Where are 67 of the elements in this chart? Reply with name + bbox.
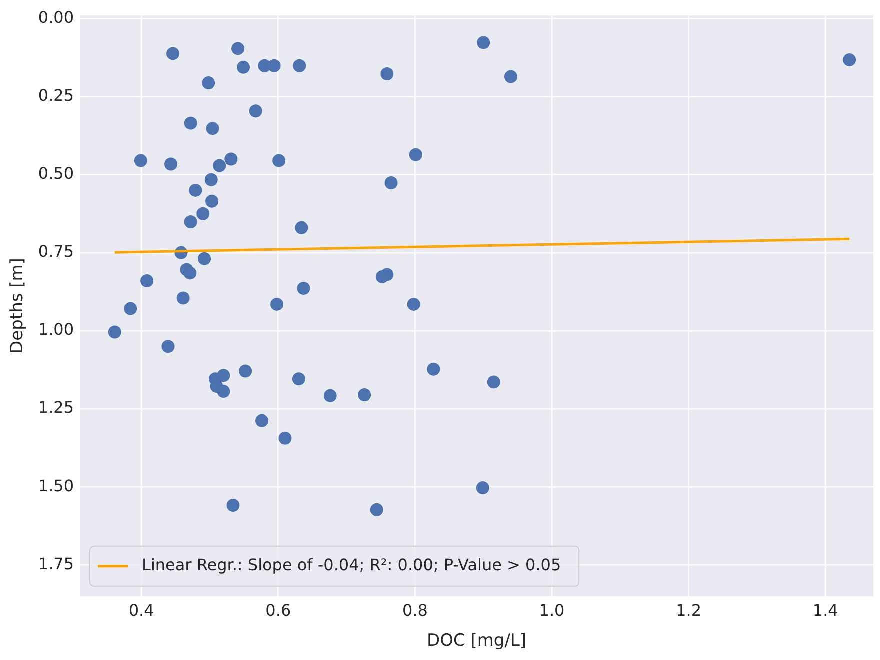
- point: [162, 340, 175, 354]
- y-tick-label: 1.25: [38, 398, 74, 418]
- x-tick-label: 0.8: [402, 601, 428, 620]
- point: [204, 173, 218, 186]
- point: [166, 47, 180, 60]
- point: [217, 385, 230, 398]
- point: [255, 414, 268, 428]
- point: [198, 252, 212, 266]
- point: [409, 148, 422, 162]
- point: [427, 362, 440, 376]
- point: [124, 302, 138, 316]
- point: [196, 207, 210, 220]
- point: [292, 372, 306, 386]
- point: [217, 369, 230, 382]
- x-tick-label: 1.0: [539, 601, 565, 620]
- point: [272, 154, 286, 168]
- point: [206, 122, 220, 136]
- y-tick-label: 0.00: [38, 8, 74, 27]
- point: [384, 176, 398, 190]
- point: [476, 482, 490, 495]
- point: [224, 152, 238, 166]
- y-axis-title: Depths [m]: [8, 258, 28, 354]
- point: [487, 376, 500, 389]
- x-axis-title: DOC [mg/L]: [426, 631, 527, 652]
- point: [202, 76, 216, 90]
- point: [504, 70, 518, 84]
- point: [184, 266, 197, 280]
- point: [213, 159, 226, 172]
- y-tick-label: 1.00: [38, 320, 74, 340]
- point: [184, 116, 198, 130]
- point: [232, 42, 245, 56]
- point: [108, 326, 122, 339]
- point: [358, 388, 372, 402]
- point: [237, 60, 250, 74]
- point: [189, 184, 202, 197]
- point: [249, 104, 262, 118]
- point: [297, 282, 310, 296]
- point: [176, 292, 190, 305]
- point: [376, 270, 389, 284]
- x-tick-label: 0.6: [266, 601, 292, 620]
- legend-label: Linear Regr.: Slope of -0.04; R²: 0.00; P-Value > 0.05: [142, 556, 562, 575]
- point: [239, 364, 252, 378]
- point: [270, 298, 284, 311]
- point: [477, 36, 490, 50]
- point: [140, 274, 154, 288]
- point: [295, 221, 308, 234]
- point: [293, 59, 306, 72]
- point: [843, 53, 856, 66]
- point: [268, 59, 281, 72]
- x-tick-label: 1.4: [812, 601, 838, 620]
- point: [206, 194, 219, 208]
- point: [184, 216, 198, 229]
- point: [370, 503, 384, 516]
- point: [226, 499, 240, 512]
- point: [380, 67, 394, 80]
- y-tick-label: 0.50: [38, 164, 74, 184]
- point: [324, 389, 337, 402]
- y-tick-label: 1.75: [38, 554, 74, 574]
- x-tick-label: 1.2: [676, 601, 702, 620]
- point: [164, 158, 178, 171]
- y-tick-label: 1.50: [38, 476, 74, 496]
- x-tick-label: 0.4: [128, 601, 154, 620]
- point: [134, 154, 148, 168]
- point: [278, 432, 292, 445]
- y-tick-label: 0.25: [38, 86, 74, 105]
- y-tick-label: 0.75: [38, 242, 74, 262]
- point: [407, 298, 420, 311]
